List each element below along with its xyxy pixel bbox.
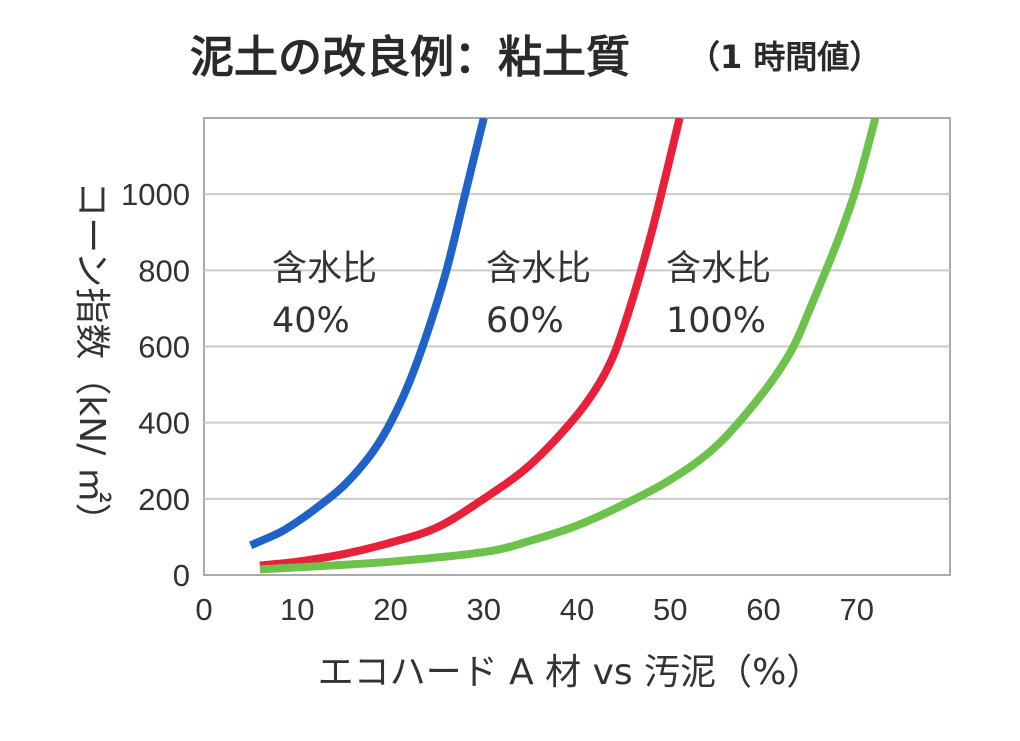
series-line-moisture-100: [259, 118, 880, 574]
x-tick-label: 70: [840, 592, 874, 627]
y-tick-labels: 0 200 400 600 800 1000: [121, 177, 190, 593]
y-tick-label: 800: [138, 253, 190, 288]
series-annotation-line2: 100%: [666, 301, 766, 341]
chart-title-group: 泥土の改良例：粘土質 （1 時間値）: [190, 32, 881, 83]
x-tick-label: 0: [195, 592, 212, 627]
series-layer: [249, 118, 880, 574]
y-tick-label: 400: [138, 406, 190, 441]
y-tick-label: 0: [173, 558, 190, 593]
series-annotation-line1: 含水比: [272, 249, 377, 289]
x-tick-label: 40: [560, 592, 594, 627]
chart-subtitle: （1 時間値）: [688, 38, 881, 76]
x-axis-label: エコハード A 材 vs 汚泥（%）: [318, 652, 823, 693]
x-tick-label: 10: [280, 592, 314, 627]
series-annotations: 含水比 40% 含水比 60% 含水比 100%: [272, 249, 771, 341]
x-tick-label: 50: [653, 592, 687, 627]
series-annotation: 含水比 60%: [486, 249, 591, 341]
y-axis-label: コーン指数（kN/ ㎡）: [71, 181, 113, 539]
chart-title: 泥土の改良例：粘土質: [190, 32, 630, 83]
series-line-moisture-40: [249, 118, 488, 549]
x-tick-labels: 0 10 20 30 40 50 60 70: [195, 592, 874, 627]
y-tick-label: 200: [138, 482, 190, 517]
x-tick-label: 30: [467, 592, 501, 627]
y-tick-label: 600: [138, 330, 190, 365]
series-annotation-line2: 60%: [486, 301, 564, 341]
series-line-moisture-60: [259, 118, 684, 570]
series-annotation-line2: 40%: [272, 301, 350, 341]
y-tick-label: 1000: [121, 177, 190, 212]
x-tick-label: 20: [373, 592, 407, 627]
series-annotation: 含水比 40%: [272, 249, 377, 341]
series-annotation: 含水比 100%: [666, 249, 771, 341]
x-tick-label: 60: [746, 592, 780, 627]
series-annotation-line1: 含水比: [486, 249, 591, 289]
series-annotation-line1: 含水比: [666, 249, 771, 289]
